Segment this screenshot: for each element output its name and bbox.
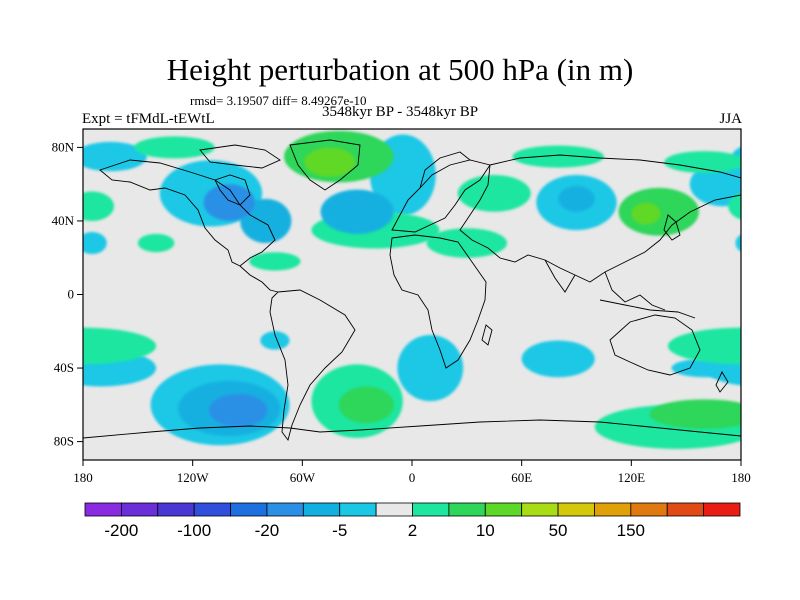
colorbar-segment [448,502,486,517]
lat-tick-label: 80N [52,139,75,154]
anomaly-region-pos-mid [649,399,741,429]
anomaly-region-pos-light [512,145,604,168]
anomaly-region-neg-strong [209,393,268,427]
anomaly-region-neg-mid [240,198,292,244]
colorbar-segment [339,502,377,517]
anomaly-region-neg-light [731,146,741,167]
stats-subtitle: rmsd= 3.19507 diff= 8.49267e-10 [190,93,367,108]
anomaly-region-neg-light [83,141,147,172]
colorbar-label: 2 [408,521,417,540]
anomaly-region-pos-light [249,252,301,271]
coastline-australia [609,314,701,376]
colorbar-segment [230,502,268,517]
anomaly-region-neg-light [735,234,741,252]
coastline-asia [459,154,741,283]
lon-tick-label: 120W [177,470,210,485]
anomaly-region-neg-strong [203,184,255,221]
colorbar: -200 -100 -20 -5 2 10 50 150 [84,502,741,540]
colorbar-label: 50 [549,521,568,540]
anomaly-region-pos-mid [338,386,394,424]
anomaly-region-neg-mid [320,189,394,234]
colorbar-segment [302,502,341,517]
anomaly-region-pos-light [83,327,157,365]
lon-tick-label: 120E [618,470,646,485]
anomaly-region-pos-strong [631,202,661,225]
lon-tick-label: 60E [511,470,532,485]
lon-tick-label: 0 [409,470,416,485]
colorbar-segment [557,502,595,517]
anomaly-region-neg-light [83,231,107,255]
lat-tick-label: 40S [54,360,74,375]
season-label: JJA [719,111,742,127]
coastline-central-america [239,265,279,293]
lon-tick-label: 180 [731,470,751,485]
axis-ticks: 80N 40N 0 40S 80S 180 120W 60W 0 60E 120E 180 [52,139,751,485]
coastline-india [544,259,576,293]
anomaly-region-pos-light [664,151,741,174]
colorbar-segment [375,502,413,517]
coastline-antarctica [83,419,741,439]
anomaly-region-neg-light [397,334,464,402]
coastline-scandinavia [419,151,471,189]
anomaly-region-pos-light [426,228,508,258]
colorbar-label: 10 [476,521,495,540]
anomaly-region-pos-light [667,327,741,365]
colorbar-segment [84,502,122,517]
experiment-label: Expt = tFMdL-tEWtL [82,111,215,127]
anomaly-region-pos-light [137,233,175,253]
coastline-southeast-asia [604,271,666,311]
page-title: Height perturbation at 500 hPa (in m) [166,52,634,87]
colorbar-segment [521,502,559,517]
colorbar-segment [120,502,159,517]
lon-tick-label: 60W [290,470,316,485]
colorbar-segment [703,502,741,517]
coastline-indonesia [599,299,696,319]
anomaly-region-neg-light [260,331,290,350]
anomaly-region-neg-mid [558,186,595,212]
coastline-japan [663,214,681,241]
anomaly-region-pos-light [134,136,215,159]
coastline-south-america [269,289,356,442]
coastline-arctic-islands [199,144,281,169]
anomaly-region-pos-light [457,174,531,212]
anomaly-region-neg-light [521,340,595,378]
colorbar-segment [157,502,195,517]
coastline-north-america [99,159,276,267]
colorbar-label: -20 [255,521,280,540]
anomaly-region-neg-light [689,162,741,207]
colorbar-label: 150 [617,521,645,540]
colorbar-segment [193,502,231,517]
anomaly-region-pos-light [83,191,115,221]
colorbar-label: -5 [332,521,347,540]
coastlines [83,139,741,442]
colorbar-segment [594,502,632,517]
coastline-hudson-bay [214,174,251,206]
colorbar-segment [266,502,304,517]
coastline-africa [389,234,487,369]
coastline-greenland [289,139,361,191]
coastline-new-zealand [715,371,729,393]
anomaly-region-pos-light [728,192,741,220]
period-label: 3548kyr BP - 3548kyr BP [321,104,479,120]
colorbar-segment [630,502,668,517]
colorbar-label: -200 [104,521,138,540]
colorbar-segment [484,502,523,517]
coastline-madagascar [481,324,493,346]
anomaly-layer [83,130,741,449]
colorbar-label: -100 [177,521,211,540]
colorbar-segment [666,502,705,517]
lat-tick-label: 40N [52,213,75,228]
anomaly-region-pos-strong [304,147,356,177]
lat-tick-label: 0 [68,287,75,302]
lon-tick-label: 180 [73,470,93,485]
lat-tick-label: 80S [54,434,74,449]
colorbar-segment [412,502,450,517]
